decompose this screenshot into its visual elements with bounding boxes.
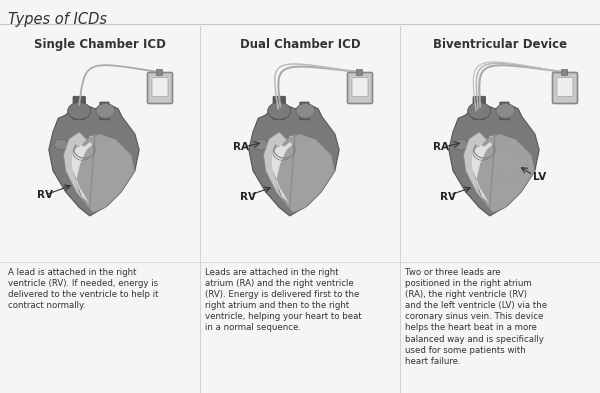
Polygon shape xyxy=(472,142,493,202)
Text: RA: RA xyxy=(433,142,449,152)
Ellipse shape xyxy=(68,103,91,119)
FancyBboxPatch shape xyxy=(557,77,573,97)
Ellipse shape xyxy=(96,103,115,118)
Text: Two or three leads are
positioned in the right atrium
(RA), the right ventricle : Two or three leads are positioned in the… xyxy=(405,268,547,366)
Text: RA: RA xyxy=(233,142,249,152)
Ellipse shape xyxy=(454,139,469,150)
FancyBboxPatch shape xyxy=(352,77,368,97)
Text: Dual Chamber ICD: Dual Chamber ICD xyxy=(239,38,361,51)
FancyBboxPatch shape xyxy=(356,70,362,75)
Polygon shape xyxy=(464,132,500,206)
FancyBboxPatch shape xyxy=(73,96,86,119)
Ellipse shape xyxy=(496,103,515,118)
Polygon shape xyxy=(249,105,339,216)
Polygon shape xyxy=(72,142,93,202)
Polygon shape xyxy=(474,134,535,213)
Text: LV: LV xyxy=(533,172,546,182)
Polygon shape xyxy=(272,142,293,202)
Ellipse shape xyxy=(468,103,491,119)
Text: RV: RV xyxy=(37,190,53,200)
Ellipse shape xyxy=(54,139,69,150)
Text: Single Chamber ICD: Single Chamber ICD xyxy=(34,38,166,51)
Polygon shape xyxy=(49,105,139,216)
Text: Types of ICDs: Types of ICDs xyxy=(8,12,107,27)
Text: RV: RV xyxy=(440,192,456,202)
FancyBboxPatch shape xyxy=(473,96,485,119)
Text: Biventricular Device: Biventricular Device xyxy=(433,38,567,51)
FancyBboxPatch shape xyxy=(273,96,286,119)
Ellipse shape xyxy=(268,103,291,119)
Text: A lead is attached in the right
ventricle (RV). If needed, energy is
delivered t: A lead is attached in the right ventricl… xyxy=(8,268,158,310)
FancyBboxPatch shape xyxy=(553,72,577,103)
Ellipse shape xyxy=(254,139,269,150)
Text: Leads are attached in the right
atrium (RA) and the right ventricle
(RV). Energy: Leads are attached in the right atrium (… xyxy=(205,268,362,332)
Text: RV: RV xyxy=(240,192,256,202)
FancyBboxPatch shape xyxy=(562,70,568,75)
Polygon shape xyxy=(263,132,300,206)
Polygon shape xyxy=(449,105,539,216)
FancyBboxPatch shape xyxy=(500,102,509,120)
FancyBboxPatch shape xyxy=(100,102,109,120)
FancyBboxPatch shape xyxy=(148,72,173,103)
FancyBboxPatch shape xyxy=(152,77,168,97)
Ellipse shape xyxy=(296,103,315,118)
Polygon shape xyxy=(274,134,335,213)
Polygon shape xyxy=(74,134,135,213)
FancyBboxPatch shape xyxy=(157,70,163,75)
FancyBboxPatch shape xyxy=(347,72,373,103)
FancyBboxPatch shape xyxy=(300,102,309,120)
Polygon shape xyxy=(64,132,100,206)
